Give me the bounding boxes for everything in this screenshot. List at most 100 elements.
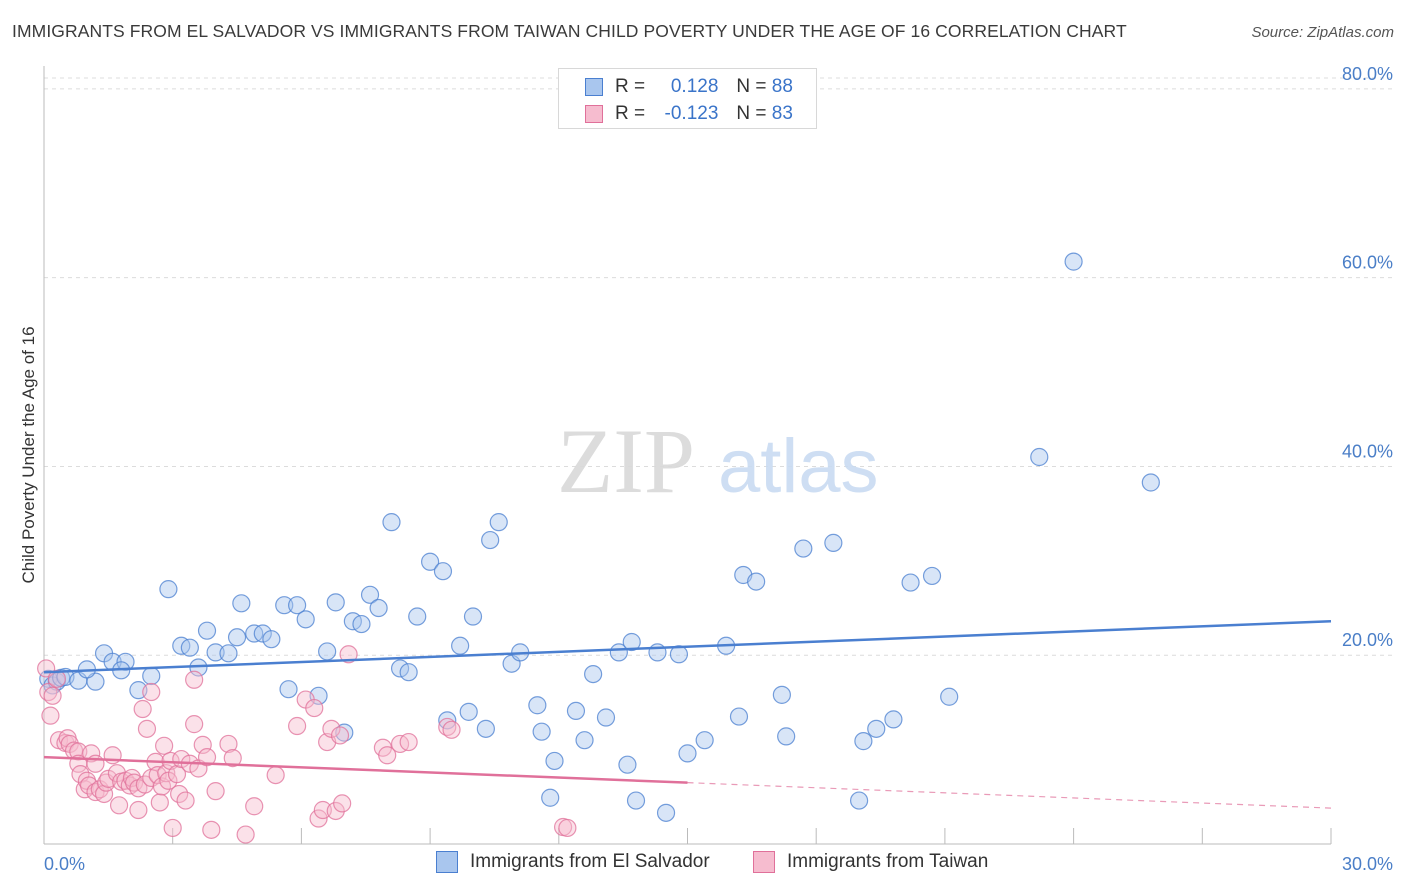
data-point: [266, 765, 285, 785]
data-point: [596, 708, 616, 727]
data-point: [532, 722, 551, 741]
series-swatch-el-salvador: [436, 851, 458, 873]
data-point: [150, 793, 169, 812]
series-legend-label: Immigrants from El Salvador: [470, 851, 710, 872]
data-point: [296, 610, 315, 629]
data-point: [849, 791, 869, 810]
data-point: [219, 644, 238, 663]
legend-r-label: R =: [615, 76, 646, 97]
legend-row-taiwan: R = -0.123 N = 83: [585, 102, 793, 126]
legend-n-label: N =: [736, 103, 767, 124]
data-point: [185, 715, 204, 734]
data-point: [326, 593, 345, 612]
legend-row-el-salvador: R = 0.128 N = 88: [585, 75, 793, 99]
data-point: [313, 800, 332, 820]
data-point: [288, 596, 307, 615]
grid-lines: [44, 77, 1392, 656]
data-point: [459, 702, 478, 721]
data-point: [545, 751, 564, 771]
data-point: [884, 710, 903, 729]
data-point: [867, 719, 886, 738]
legend-r-label: R =: [615, 103, 646, 124]
data-point: [438, 711, 457, 730]
legend-swatch-taiwan: [585, 105, 603, 123]
legend-r-value: 0.128: [670, 76, 719, 97]
data-point: [142, 666, 161, 686]
data-point: [142, 682, 161, 702]
data-point: [180, 638, 199, 657]
data-point: [41, 706, 60, 725]
series-el-salvador-points: [39, 252, 1160, 822]
data-point: [566, 701, 586, 721]
data-point: [656, 803, 676, 822]
data-point: [159, 580, 178, 599]
legend-swatch-el-salvador: [585, 78, 603, 96]
data-point: [678, 744, 697, 763]
data-point: [421, 552, 440, 571]
trend-line-taiwan: [43, 755, 688, 784]
series-legend: Immigrants from El Salvador Immigrants f…: [0, 851, 1406, 879]
data-point: [326, 801, 345, 821]
data-point: [378, 746, 397, 765]
data-point: [109, 796, 129, 815]
data-point: [79, 776, 99, 795]
data-point: [481, 530, 500, 550]
legend-n-value: 83: [771, 103, 793, 124]
watermark-zip: ZIP: [557, 410, 695, 512]
data-point: [922, 566, 942, 586]
data-point: [824, 533, 843, 552]
data-point: [330, 726, 350, 745]
data-point: [575, 731, 594, 750]
legend-n-label: N =: [736, 76, 767, 97]
y-tick-label: 20.0%: [1342, 630, 1393, 650]
x-tick-label: 30.0%: [1342, 854, 1393, 874]
data-point: [528, 696, 547, 715]
series-legend-label: Immigrants from Taiwan: [787, 851, 989, 872]
data-point: [197, 748, 217, 767]
watermark-atlas: atlas: [718, 424, 879, 509]
y-tick-label: 60.0%: [1342, 253, 1393, 273]
chart-title: IMMIGRANTS FROM EL SALVADOR VS IMMIGRANT…: [12, 21, 1127, 41]
series-legend-el-salvador: Immigrants from El Salvador: [436, 851, 710, 873]
data-point: [206, 782, 225, 801]
data-point: [333, 794, 352, 813]
data-point: [794, 539, 813, 558]
data-point: [223, 749, 242, 768]
y-tick-label: 80.0%: [1342, 64, 1393, 84]
data-point: [901, 573, 920, 592]
data-point: [390, 659, 410, 678]
data-point: [747, 572, 766, 591]
series-legend-taiwan: Immigrants from Taiwan: [753, 851, 988, 873]
data-point: [339, 645, 358, 664]
data-point: [116, 652, 135, 671]
data-point: [227, 628, 247, 647]
trend-line-taiwan-extension: [687, 782, 1332, 809]
tick-labels: 20.0% 40.0% 60.0% 80.0% 0.0% 30.0%: [44, 64, 1393, 874]
data-point: [618, 755, 637, 774]
data-point: [155, 736, 174, 755]
data-point: [669, 645, 689, 664]
data-point: [185, 670, 204, 689]
axes: [43, 66, 1332, 845]
data-point: [854, 732, 873, 751]
data-point: [772, 685, 791, 704]
data-point: [626, 791, 646, 810]
source-label: Source: ZipAtlas.com: [1251, 24, 1394, 41]
data-point: [558, 818, 577, 838]
data-point: [206, 643, 225, 662]
data-point: [245, 797, 264, 816]
data-point: [408, 607, 427, 626]
data-point: [309, 809, 328, 828]
trend-lines: [43, 619, 1332, 809]
data-point: [729, 707, 749, 726]
data-point: [399, 732, 418, 752]
data-point: [197, 621, 217, 640]
data-point: [442, 720, 461, 739]
data-point: [352, 614, 371, 634]
data-point: [318, 642, 337, 661]
data-point: [219, 734, 238, 754]
data-point: [236, 825, 255, 844]
data-point: [167, 765, 187, 784]
legend-n-value: 88: [771, 76, 793, 97]
